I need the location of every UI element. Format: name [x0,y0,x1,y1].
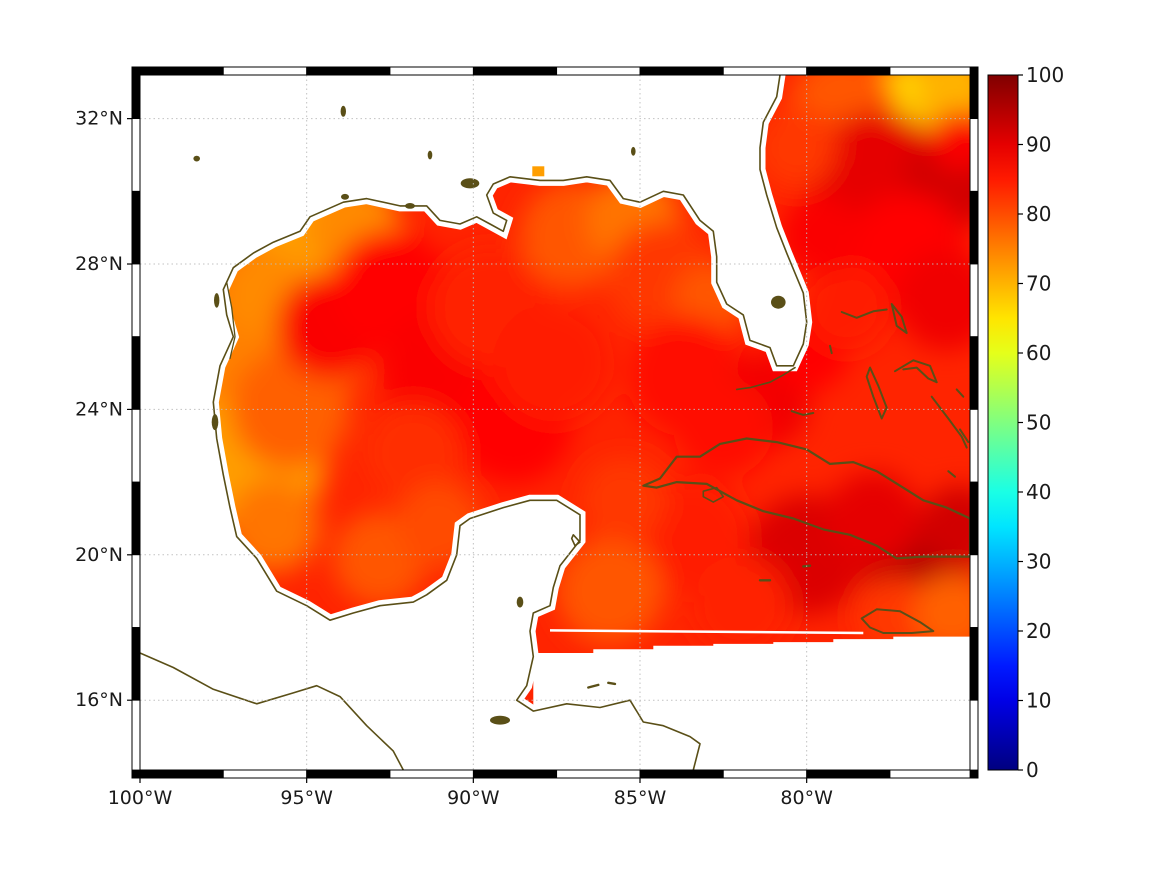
colorbar-tick-label: 30 [1026,550,1051,574]
colorbar-tick-label: 100 [1026,63,1064,87]
x-axis-labels: 100°W 95°W 90°W 85°W 80°W [108,778,833,809]
coastlines [140,75,970,770]
svg-text:20°N: 20°N [75,544,123,566]
graticule [140,75,970,770]
svg-text:16°N: 16°N [75,689,123,711]
isolated-data-pixel [532,166,545,177]
colorbar-tick-label: 70 [1026,272,1051,296]
svg-text:80°W: 80°W [780,787,833,809]
svg-text:100°W: 100°W [108,787,173,809]
svg-text:95°W: 95°W [280,787,333,809]
colorbar-tick-label: 60 [1026,341,1051,365]
svg-text:85°W: 85°W [614,787,667,809]
y-axis-labels: 32°N 28°N 24°N 20°N 16°N [75,108,132,711]
svg-text:24°N: 24°N [75,398,123,420]
colorbar-tick-label: 10 [1026,689,1051,713]
colorbar-tick-label: 80 [1026,202,1051,226]
colorbar-tick-label: 50 [1026,411,1051,435]
svg-text:90°W: 90°W [447,787,500,809]
colorbar-tick-label: 40 [1026,480,1051,504]
map-frame [131,66,979,779]
colorbar-tick-label: 20 [1026,619,1051,643]
colorbar-tick-label: 90 [1026,133,1051,157]
svg-text:32°N: 32°N [75,108,123,130]
svg-text:28°N: 28°N [75,253,123,275]
colorbar-tick-label: 0 [1026,758,1039,782]
